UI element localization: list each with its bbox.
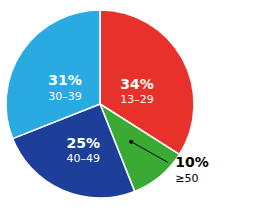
category-label: 30–39 — [48, 90, 82, 103]
chart-container: 34%13–29 10% ≥50 25%40–49 31% 30–39 — [0, 0, 265, 211]
category-label: ≥50 — [175, 172, 198, 185]
percent-label: 34% — [120, 76, 154, 92]
percent-label: 31% — [48, 72, 82, 88]
slices — [6, 10, 194, 198]
percent-label: 10% — [175, 154, 209, 170]
leader-dot — [129, 140, 133, 144]
percent-label: 25% — [66, 135, 100, 151]
category-label: 40–49 — [66, 152, 100, 165]
category-label: 13–29 — [120, 93, 154, 106]
leader-line — [131, 142, 168, 163]
labels: 34%13–29 10% ≥50 25%40–49 31% 30–39 — [48, 72, 208, 185]
pie-slice — [6, 10, 100, 139]
pie-chart: 34%13–29 10% ≥50 25%40–49 31% 30–39 — [0, 0, 265, 211]
